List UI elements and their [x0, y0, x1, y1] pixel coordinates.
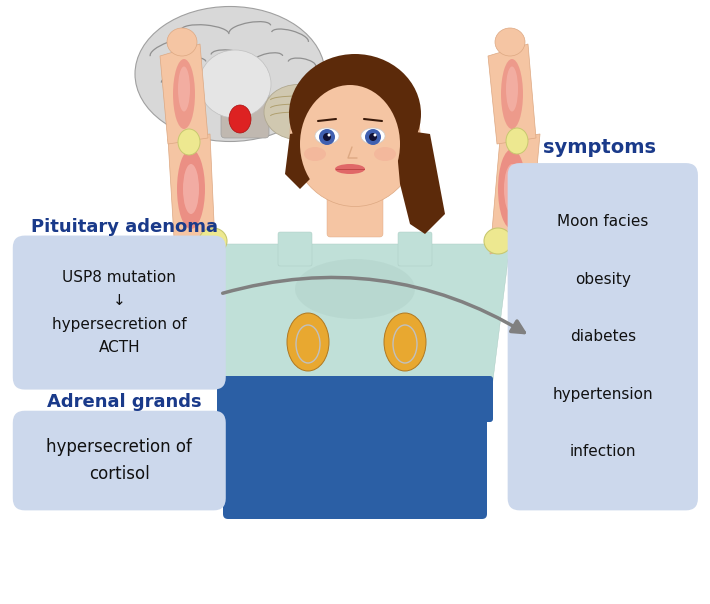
- Ellipse shape: [287, 313, 329, 371]
- Ellipse shape: [178, 66, 190, 112]
- Ellipse shape: [504, 164, 520, 214]
- Ellipse shape: [484, 228, 512, 254]
- Ellipse shape: [506, 66, 518, 112]
- FancyBboxPatch shape: [398, 232, 432, 266]
- Text: Pituitary adenoma: Pituitary adenoma: [31, 217, 218, 236]
- FancyBboxPatch shape: [508, 163, 698, 510]
- FancyBboxPatch shape: [13, 411, 226, 510]
- Circle shape: [323, 133, 331, 141]
- Ellipse shape: [374, 147, 396, 161]
- Ellipse shape: [315, 128, 339, 144]
- FancyBboxPatch shape: [327, 176, 383, 237]
- Polygon shape: [488, 44, 536, 144]
- Polygon shape: [285, 129, 315, 189]
- Ellipse shape: [177, 149, 205, 229]
- Ellipse shape: [300, 85, 400, 203]
- Polygon shape: [200, 244, 510, 404]
- Ellipse shape: [199, 228, 227, 254]
- Ellipse shape: [290, 62, 420, 207]
- Ellipse shape: [361, 128, 385, 144]
- FancyBboxPatch shape: [217, 376, 493, 422]
- Ellipse shape: [295, 259, 415, 319]
- Ellipse shape: [501, 59, 523, 129]
- Ellipse shape: [199, 50, 271, 118]
- Polygon shape: [168, 134, 215, 254]
- Circle shape: [365, 129, 381, 145]
- Ellipse shape: [289, 54, 421, 174]
- Ellipse shape: [135, 7, 325, 141]
- Text: Adrenal grands: Adrenal grands: [47, 393, 202, 411]
- Circle shape: [327, 133, 330, 137]
- Ellipse shape: [384, 313, 426, 371]
- Ellipse shape: [264, 85, 332, 140]
- FancyBboxPatch shape: [278, 232, 312, 266]
- Ellipse shape: [229, 105, 251, 133]
- Text: symptoms: symptoms: [543, 138, 657, 158]
- Ellipse shape: [173, 59, 195, 129]
- Circle shape: [319, 129, 335, 145]
- Text: Moon facies

obesity

diabetes

hypertension

infection: Moon facies obesity diabetes hypertensio…: [552, 214, 653, 460]
- Polygon shape: [490, 134, 540, 254]
- Ellipse shape: [304, 147, 326, 161]
- FancyBboxPatch shape: [13, 236, 226, 390]
- Ellipse shape: [178, 129, 200, 155]
- Ellipse shape: [167, 28, 197, 56]
- Polygon shape: [395, 129, 445, 234]
- Ellipse shape: [495, 28, 525, 56]
- Ellipse shape: [498, 149, 526, 229]
- Ellipse shape: [506, 128, 528, 154]
- Text: USP8 mutation
↓
hypersecretion of
ACTH: USP8 mutation ↓ hypersecretion of ACTH: [52, 270, 187, 355]
- Polygon shape: [160, 44, 208, 144]
- Circle shape: [373, 133, 376, 137]
- FancyBboxPatch shape: [221, 72, 269, 138]
- Text: hypersecretion of
cortisol: hypersecretion of cortisol: [46, 438, 192, 483]
- FancyBboxPatch shape: [223, 389, 487, 519]
- Circle shape: [369, 133, 377, 141]
- Ellipse shape: [183, 164, 199, 214]
- Ellipse shape: [335, 164, 365, 174]
